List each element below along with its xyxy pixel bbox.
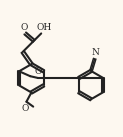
Text: O: O (34, 67, 42, 76)
Text: O: O (21, 23, 28, 32)
Text: N: N (91, 48, 99, 57)
Text: OH: OH (37, 23, 52, 32)
Text: O: O (22, 104, 29, 113)
